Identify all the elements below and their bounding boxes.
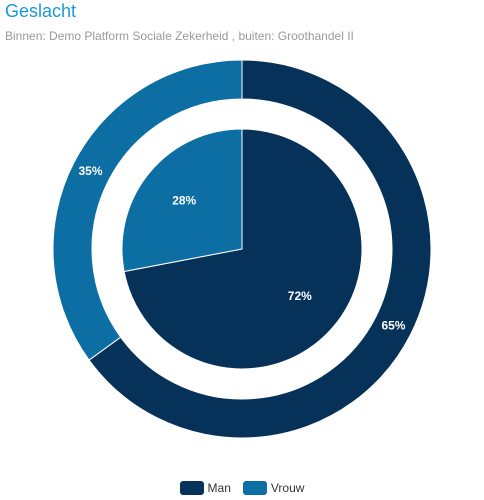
legend-item-man[interactable]: Man [179, 481, 231, 495]
legend-item-vrouw[interactable]: Vrouw [242, 481, 305, 495]
inner-slice-vrouw[interactable] [121, 128, 243, 273]
chart-subtitle: Binnen: Demo Platform Sociale Zekerheid … [5, 29, 354, 43]
inner-label-man: 72% [288, 289, 312, 303]
chart-title: Geslacht [5, 1, 77, 21]
inner-slice-man[interactable] [123, 128, 363, 370]
inner-label-vrouw: 28% [172, 193, 196, 207]
legend: Man Vrouw [0, 479, 484, 497]
outer-label-man: 65% [381, 318, 405, 332]
outer-slice-vrouw[interactable] [52, 59, 243, 361]
legend-swatch-vrouw [242, 481, 267, 495]
legend-label-man: Man [207, 481, 231, 495]
legend-swatch-man [179, 481, 204, 495]
slice-labels: 65% 35% 72% 28% [79, 164, 406, 332]
legend-label-vrouw: Vrouw [270, 481, 305, 495]
outer-slice-man[interactable] [88, 59, 432, 439]
inner-pie [121, 128, 363, 370]
outer-ring [52, 59, 432, 439]
outer-label-vrouw: 35% [79, 164, 103, 178]
